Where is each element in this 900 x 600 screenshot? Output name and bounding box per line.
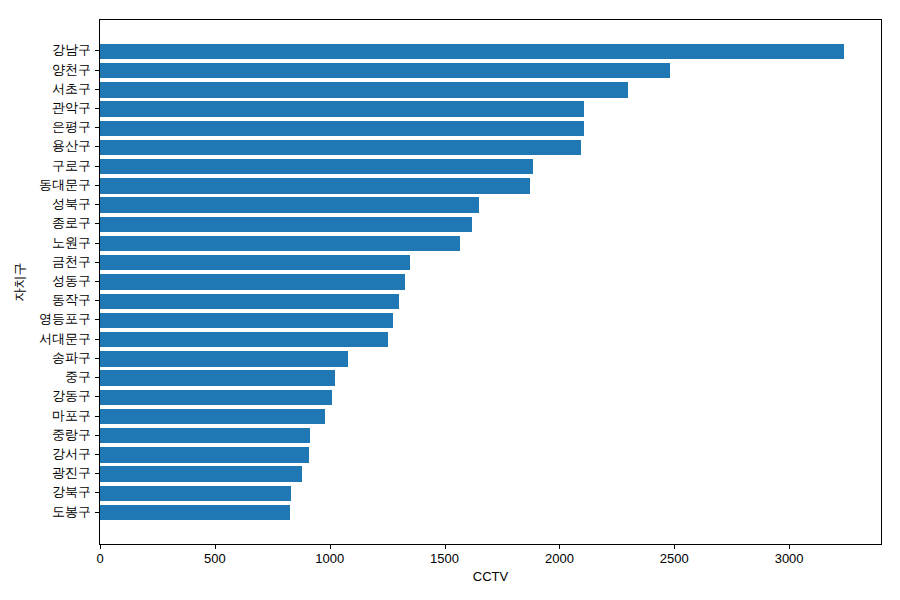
y-tick-mark bbox=[95, 70, 99, 71]
y-tick-label: 도봉구 bbox=[0, 504, 91, 520]
bar-chart-figure: 자치구 강남구양천구서초구관악구은평구용산구구로구동대문구성북구종로구노원구금천… bbox=[0, 0, 900, 600]
y-tick-label: 송파구 bbox=[0, 350, 91, 366]
x-tick-label: 500 bbox=[204, 551, 226, 566]
bar bbox=[100, 236, 460, 251]
y-tick-mark bbox=[95, 243, 99, 244]
y-tick-mark bbox=[95, 358, 99, 359]
x-tick-label: 0 bbox=[96, 551, 103, 566]
bar bbox=[100, 447, 309, 462]
y-tick-mark bbox=[95, 262, 99, 263]
y-tick-label: 양천구 bbox=[0, 62, 91, 78]
y-tick-label: 서대문구 bbox=[0, 331, 91, 347]
y-tick-mark bbox=[95, 512, 99, 513]
y-tick-label: 동작구 bbox=[0, 292, 91, 308]
bar bbox=[100, 294, 399, 309]
y-tick-label: 강남구 bbox=[0, 42, 91, 58]
y-tick-mark bbox=[95, 377, 99, 378]
x-tick-mark bbox=[100, 545, 101, 549]
y-tick-mark bbox=[95, 127, 99, 128]
bar bbox=[100, 82, 628, 97]
y-tick-mark bbox=[95, 454, 99, 455]
x-tick-label: 2500 bbox=[660, 551, 689, 566]
x-tick-mark bbox=[445, 545, 446, 549]
y-tick-mark bbox=[95, 473, 99, 474]
bar bbox=[100, 255, 410, 270]
y-tick-label: 은평구 bbox=[0, 119, 91, 135]
plot-area bbox=[99, 19, 882, 545]
y-tick-mark bbox=[95, 300, 99, 301]
bar bbox=[100, 486, 291, 501]
bar bbox=[100, 159, 533, 174]
y-tick-label: 마포구 bbox=[0, 408, 91, 424]
bar bbox=[100, 409, 325, 424]
y-tick-label: 동대문구 bbox=[0, 177, 91, 193]
y-tick-label: 광진구 bbox=[0, 465, 91, 481]
bar bbox=[100, 390, 332, 405]
y-tick-label: 성동구 bbox=[0, 273, 91, 289]
bar bbox=[100, 351, 348, 366]
bar bbox=[100, 332, 388, 347]
y-tick-label: 중구 bbox=[0, 369, 91, 385]
bar bbox=[100, 217, 472, 232]
x-tick-mark bbox=[674, 545, 675, 549]
y-tick-label: 용산구 bbox=[0, 138, 91, 154]
bar bbox=[100, 274, 405, 289]
bar bbox=[100, 466, 302, 481]
y-tick-label: 강북구 bbox=[0, 484, 91, 500]
y-tick-label: 강서구 bbox=[0, 446, 91, 462]
y-tick-mark bbox=[95, 396, 99, 397]
bar bbox=[100, 178, 530, 193]
x-tick-mark bbox=[330, 545, 331, 549]
y-tick-mark bbox=[95, 281, 99, 282]
bar bbox=[100, 44, 844, 59]
bar bbox=[100, 140, 581, 155]
y-tick-label: 관악구 bbox=[0, 100, 91, 116]
y-tick-mark bbox=[95, 435, 99, 436]
y-tick-mark bbox=[95, 319, 99, 320]
y-tick-mark bbox=[95, 166, 99, 167]
x-tick-mark bbox=[559, 545, 560, 549]
y-tick-mark bbox=[95, 108, 99, 109]
bar bbox=[100, 63, 670, 78]
y-tick-mark bbox=[95, 339, 99, 340]
bars-container bbox=[100, 20, 881, 544]
y-tick-mark bbox=[95, 146, 99, 147]
x-tick-label: 2000 bbox=[545, 551, 574, 566]
y-tick-mark bbox=[95, 492, 99, 493]
y-tick-label: 성북구 bbox=[0, 196, 91, 212]
y-tick-mark bbox=[95, 416, 99, 417]
y-tick-label: 노원구 bbox=[0, 235, 91, 251]
y-tick-label: 영등포구 bbox=[0, 311, 91, 327]
y-tick-label: 서초구 bbox=[0, 81, 91, 97]
bar bbox=[100, 101, 584, 116]
y-tick-label: 금천구 bbox=[0, 254, 91, 270]
y-tick-mark bbox=[95, 185, 99, 186]
x-tick-mark bbox=[789, 545, 790, 549]
x-tick-label: 3000 bbox=[775, 551, 804, 566]
y-tick-mark bbox=[95, 223, 99, 224]
x-tick-label: 1500 bbox=[430, 551, 459, 566]
bar bbox=[100, 121, 584, 136]
y-tick-mark bbox=[95, 204, 99, 205]
y-tick-label: 종로구 bbox=[0, 215, 91, 231]
bar bbox=[100, 370, 335, 385]
bar bbox=[100, 197, 479, 212]
y-tick-mark bbox=[95, 50, 99, 51]
x-axis-title: CCTV bbox=[99, 569, 882, 584]
bar bbox=[100, 505, 290, 520]
x-tick-label: 1000 bbox=[315, 551, 344, 566]
y-tick-mark bbox=[95, 89, 99, 90]
x-tick-mark bbox=[215, 545, 216, 549]
bar bbox=[100, 428, 310, 443]
y-tick-label: 중랑구 bbox=[0, 427, 91, 443]
y-tick-label: 강동구 bbox=[0, 388, 91, 404]
y-tick-label: 구로구 bbox=[0, 158, 91, 174]
bar bbox=[100, 313, 393, 328]
